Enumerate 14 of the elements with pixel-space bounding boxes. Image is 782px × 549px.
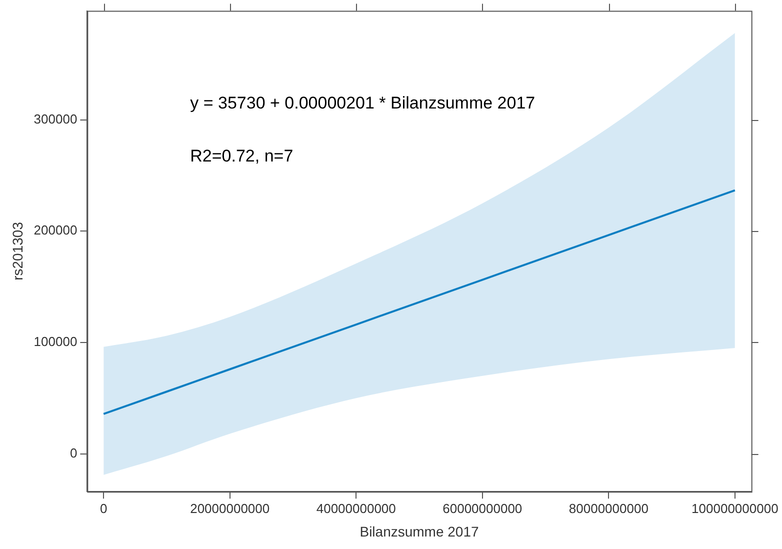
y-tick-label: 200000	[34, 222, 78, 238]
x-tick-label: 60000000000	[442, 500, 522, 516]
x-tick-label: 20000000000	[190, 500, 270, 516]
x-axis-title: Bilanzsumme 2017	[360, 523, 480, 540]
annotation: R2=0.72, n=7	[190, 146, 294, 166]
x-tick-label: 80000000000	[568, 500, 648, 516]
y-tick-label: 100000	[34, 334, 78, 350]
y-tick-label: 0	[70, 445, 78, 460]
y-tick-label: 300000	[34, 111, 78, 126]
annotation: y = 35730 + 0.00000201 * Bilanzsumme 2017	[190, 93, 536, 112]
x-tick-label: 40000000000	[316, 500, 396, 516]
y-axis-title: rs201303	[9, 222, 26, 280]
x-tick-label: 100000000000	[692, 500, 778, 516]
x-tick-label: 0	[100, 500, 108, 516]
